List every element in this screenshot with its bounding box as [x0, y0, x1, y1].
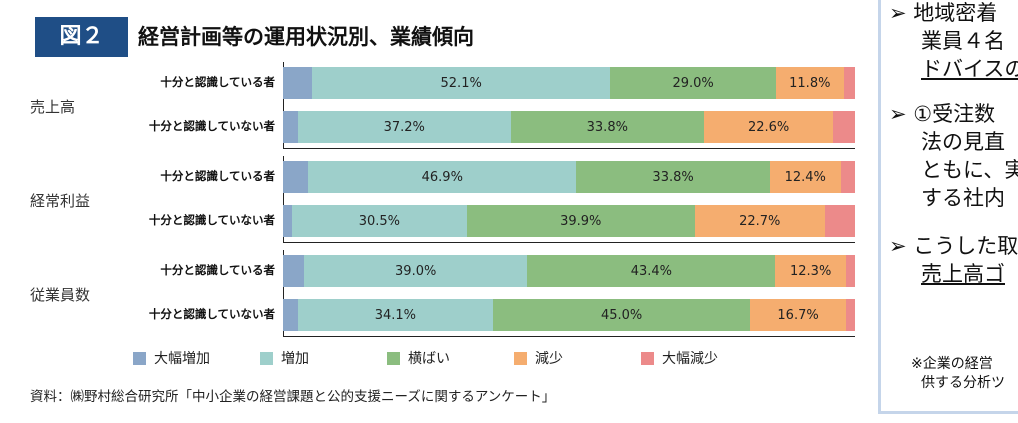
bar-segment-横ばい: 39.9% [466, 205, 695, 237]
row-label: 十分と認識していない者 [148, 119, 275, 133]
row-label: 十分と認識していない者 [148, 213, 275, 227]
bar-segment-横ばい: 43.4% [527, 255, 776, 287]
bar-segment-大幅減少 [824, 205, 855, 237]
legend-item: 増加 [260, 348, 387, 368]
bar-segment-大幅減少 [843, 67, 855, 99]
panel-note: 供する分析ツ [921, 375, 1005, 391]
panel-line: ともに、実 [921, 158, 1018, 182]
legend-label: 大幅増加 [154, 351, 210, 367]
bar-segment-大幅減少 [845, 255, 855, 287]
legend-swatch [641, 351, 654, 365]
panel-line: ➢ こうした取 [889, 234, 1018, 258]
row-label: 十分と認識していない者 [148, 307, 275, 321]
panel-line: 業員４名 [921, 29, 1005, 53]
side-panel: ➢ 地域密着 業員４名 ドバイスの ➢ ①受注数 法の見直 ともに、実 する社内… [878, 0, 1018, 414]
legend-label: 大幅減少 [662, 351, 718, 367]
panel-line: ➢ ①受注数 [889, 102, 996, 126]
bar-segment-大幅増加 [283, 161, 309, 193]
row-label: 十分と認識している者 [160, 263, 275, 277]
axis-line-bottom [283, 242, 855, 243]
legend-swatch [514, 351, 527, 365]
bar-segment-増加: 37.2% [297, 111, 511, 143]
bar-segment-増加: 34.1% [297, 299, 493, 331]
bar-segment-大幅増加 [283, 255, 305, 287]
legend-item: 横ばい [387, 348, 514, 368]
bar-segment-横ばい: 29.0% [610, 67, 777, 99]
legend: 大幅増加 増加 横ばい 減少 大幅減少 [133, 348, 768, 368]
legend-label: 増加 [281, 351, 309, 367]
legend-label: 横ばい [408, 351, 450, 367]
bar-segment-増加: 46.9% [308, 161, 577, 193]
bar-segment-大幅増加 [283, 67, 313, 99]
axis-line-bottom [283, 336, 855, 337]
legend-swatch [387, 351, 400, 365]
bar-segment-大幅減少 [840, 161, 855, 193]
bar-segment-横ばい: 33.8% [510, 111, 704, 143]
bar-segment-減少: 22.6% [703, 111, 834, 143]
bar-segment-大幅増加 [283, 205, 293, 237]
panel-note: ※企業の経営 [911, 356, 993, 372]
bar-segment-増加: 52.1% [312, 67, 611, 99]
group-label: 売上高 [30, 98, 76, 116]
legend-swatch [133, 351, 146, 365]
bar-segment-減少: 11.8% [776, 67, 844, 99]
bar-segment-大幅増加 [283, 111, 298, 143]
bar-segment-大幅増加 [283, 299, 298, 331]
axis-line-vertical [283, 62, 284, 148]
legend-item: 大幅増加 [133, 348, 260, 368]
group-label: 経常利益 [30, 192, 91, 210]
row-label: 十分と認識している者 [160, 169, 275, 183]
bar-segment-増加: 30.5% [292, 205, 467, 237]
panel-line: 法の見直 [921, 130, 1005, 154]
panel-line: する社内 [921, 186, 1005, 210]
legend-item: 減少 [514, 348, 641, 368]
legend-label: 減少 [535, 351, 563, 367]
source-note: 資料：㈱野村総合研究所「中小企業の経営課題と公的支援ニーズに関するアンケート」 [30, 389, 556, 405]
bar-segment-横ばい: 45.0% [492, 299, 751, 331]
bar-segment-大幅減少 [833, 111, 855, 143]
figure-badge: 図２ [35, 17, 128, 57]
axis-line-vertical [283, 250, 284, 336]
legend-item: 大幅減少 [641, 348, 768, 368]
panel-line: ➢ 地域密着 [889, 1, 998, 25]
bar-segment-横ばい: 33.8% [576, 161, 770, 193]
chart-title: 経営計画等の運用状況別、業績傾向 [138, 25, 474, 49]
bar-segment-減少: 12.4% [769, 161, 841, 193]
bar-segment-減少: 16.7% [750, 299, 846, 331]
legend-swatch [260, 351, 273, 365]
axis-line-bottom [283, 148, 855, 149]
panel-line: ドバイスの [921, 57, 1018, 81]
bar-segment-増加: 39.0% [304, 255, 528, 287]
row-label: 十分と認識している者 [160, 75, 275, 89]
group-label: 従業員数 [30, 286, 91, 304]
panel-line: 売上高ゴ [921, 262, 1005, 286]
bar-segment-大幅減少 [845, 299, 855, 331]
bar-segment-減少: 22.7% [694, 205, 825, 237]
axis-line-vertical [283, 156, 284, 242]
bar-segment-減少: 12.3% [775, 255, 846, 287]
